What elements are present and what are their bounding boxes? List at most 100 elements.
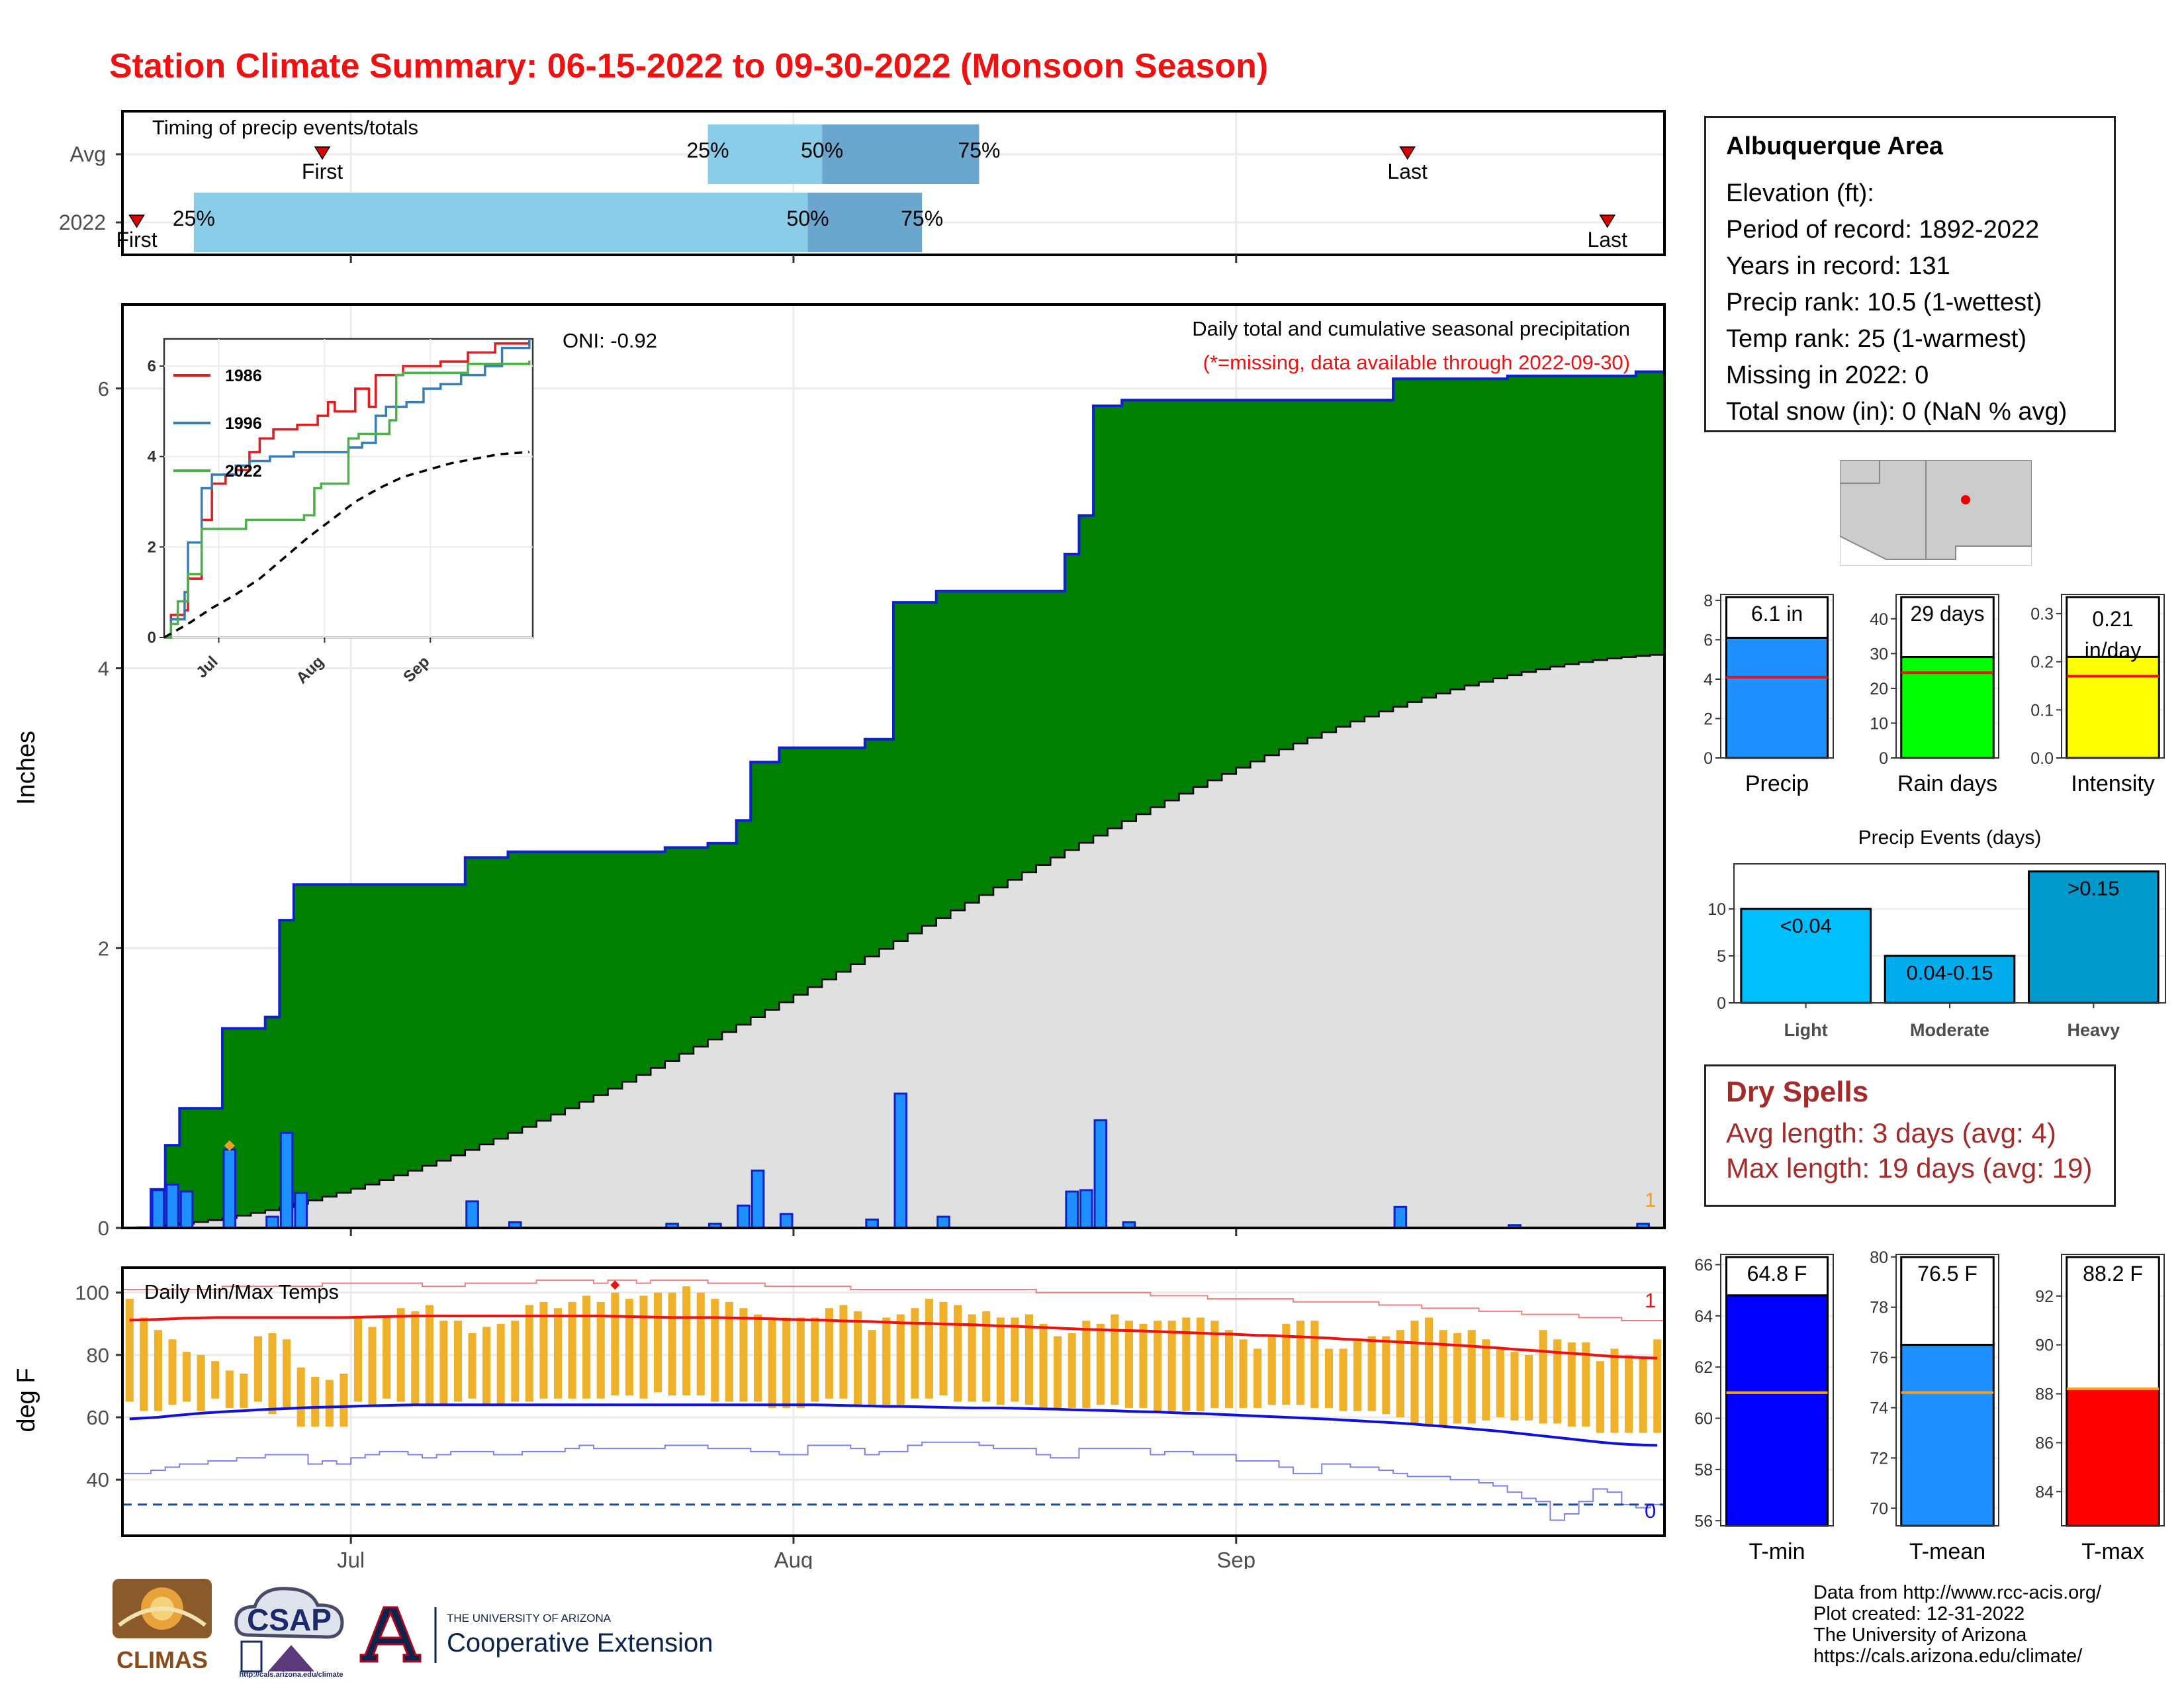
dry-spells-box: Dry Spells Avg length: 3 days (avg: 4) M… xyxy=(1704,1064,2116,1207)
temp-x-tick-label: Aug xyxy=(774,1548,813,1569)
daily-precip-bar xyxy=(265,1215,279,1229)
ua-small-text: THE UNIVERSITY OF ARIZONA xyxy=(447,1612,612,1624)
inset-series-line-2022 xyxy=(164,360,531,639)
events-y-tick-label: 0 xyxy=(1717,994,1726,1013)
timing-last-label: Last xyxy=(1387,160,1428,183)
small-y-tick-label: 64 xyxy=(1694,1307,1713,1326)
small-frame xyxy=(1895,1254,1999,1526)
small-y-tick-label: 70 xyxy=(1870,1499,1888,1518)
small-y-tick-label: 30 xyxy=(1870,645,1888,663)
daily-temp-bar xyxy=(1124,1321,1134,1408)
daily-temp-bar xyxy=(125,1299,134,1402)
small-y-tick-label: 90 xyxy=(2035,1336,2054,1355)
timing-first-marker xyxy=(128,214,145,228)
info-missing: Missing in 2022: 0 xyxy=(1726,361,1929,389)
daily-temp-bar xyxy=(525,1305,533,1402)
events-frame xyxy=(1733,863,2166,1004)
precip-y-axis-label: Inches xyxy=(13,731,40,805)
timing-last-marker xyxy=(1399,146,1416,160)
station-location-dot xyxy=(1961,495,1970,504)
small-y-tick-label: 20 xyxy=(1870,680,1888,698)
intensity-chart: 0.21 in/day 0.0 0.1 0.2 0.3 Intensity xyxy=(2030,594,2165,796)
daily-temp-bar xyxy=(1296,1321,1304,1405)
daily-temp-bar xyxy=(1096,1323,1105,1405)
dry-spells-avg: Avg length: 3 days (avg: 4) xyxy=(1726,1117,2056,1149)
daily-precip-bar xyxy=(751,1169,765,1229)
daily-temp-bar xyxy=(1167,1321,1176,1411)
small-y-tick-label: 92 xyxy=(2035,1288,2054,1306)
daily-temp-bar xyxy=(283,1339,291,1408)
daily-temp-bar xyxy=(1054,1336,1062,1408)
daily-temp-bar xyxy=(1525,1354,1533,1421)
daily-temp-bar xyxy=(1182,1317,1191,1411)
small-frame xyxy=(1895,594,1999,759)
temp-y-axis-label: deg F xyxy=(13,1368,40,1432)
small-value-label-box xyxy=(1900,596,1995,659)
inset-y-tick-label: 4 xyxy=(148,448,157,466)
daily-temp-bar xyxy=(140,1317,148,1411)
daily-precip-bar xyxy=(1393,1205,1408,1229)
daily-temp-bar xyxy=(768,1317,776,1408)
event-bar-label: >0.15 xyxy=(2068,876,2119,900)
daily-temp-bar xyxy=(1154,1321,1162,1411)
inset-y-tick-label: 2 xyxy=(148,538,156,556)
daily-temp-bar xyxy=(368,1327,377,1405)
daily-temp-bar xyxy=(539,1301,548,1399)
timing-bar-50-75 xyxy=(822,124,979,184)
daily-temp-bar xyxy=(1111,1314,1119,1405)
daily-temp-bar xyxy=(1567,1342,1576,1427)
daily-temp-bar xyxy=(1068,1333,1076,1408)
daily-temp-bar xyxy=(811,1317,819,1402)
daily-temp-bar xyxy=(1239,1339,1248,1408)
daily-temp-bar xyxy=(268,1333,277,1415)
small-y-tick-label: 74 xyxy=(1870,1399,1888,1418)
daily-temp-bar xyxy=(711,1299,719,1402)
timing-title: Timing of precip events/totals xyxy=(152,116,418,139)
timing-first-marker xyxy=(314,146,331,160)
daily-temp-bar xyxy=(568,1301,576,1399)
daily-temp-bar xyxy=(1439,1330,1447,1427)
inset-legend-label: 2022 xyxy=(225,462,262,481)
daily-temp-bar xyxy=(639,1295,648,1399)
daily-temp-bar xyxy=(496,1323,505,1405)
daily-precip-bar xyxy=(294,1192,308,1229)
daily-temp-bar xyxy=(625,1299,633,1396)
tmax-chart: 88.2 F 84 86 88 90 92 T-max xyxy=(2035,1254,2165,1564)
daily-temp-bar xyxy=(453,1321,463,1402)
small-y-tick-label: 0.3 xyxy=(2030,605,2054,624)
daily-temp-bar xyxy=(1082,1321,1091,1408)
small-category-label: T-max xyxy=(2081,1539,2144,1564)
precip-y-tick-label: 6 xyxy=(98,377,109,400)
timing-label-50: 50% xyxy=(801,138,843,162)
missing-count-label: 1 xyxy=(1645,1188,1656,1211)
events-y-tick-label: 10 xyxy=(1707,900,1726,919)
temp-x-tick-label: Sep xyxy=(1216,1548,1255,1569)
daily-temp-bar xyxy=(353,1317,363,1402)
normal-max-line xyxy=(129,1314,1658,1360)
small-value-label-box xyxy=(1900,1256,1995,1346)
small-category-label: Rain days xyxy=(1897,771,1997,796)
daily-temp-bar xyxy=(225,1370,234,1408)
daily-temp-bar xyxy=(668,1292,676,1396)
daily-temp-bar xyxy=(1367,1336,1376,1411)
record-high-line xyxy=(122,1279,1664,1322)
temp-chart-title: Daily Min/Max Temps xyxy=(144,1280,339,1303)
daily-temp-bar xyxy=(396,1308,405,1402)
average-cumulative-area xyxy=(122,654,1666,1229)
daily-temp-bar xyxy=(954,1305,962,1402)
timing-label-25: 25% xyxy=(173,207,215,230)
inset-y-tick-label: 0 xyxy=(148,629,156,647)
small-y-tick-label: 2 xyxy=(1704,710,1713,728)
small-y-tick-label: 72 xyxy=(1870,1450,1888,1468)
daily-temp-bar xyxy=(939,1301,948,1396)
event-bar-label: 0.04-0.15 xyxy=(1907,961,1993,984)
daily-temp-bar xyxy=(211,1361,220,1399)
events-y-tick-label: 5 xyxy=(1717,947,1726,966)
arizona-shape xyxy=(1840,460,1927,560)
daily-temp-bar xyxy=(311,1376,320,1427)
inset-legend-label: 1986 xyxy=(225,367,262,385)
info-elevation: Elevation (ft): xyxy=(1726,179,1874,207)
small-frame xyxy=(2061,594,2165,759)
daily-temp-bar xyxy=(825,1308,833,1399)
